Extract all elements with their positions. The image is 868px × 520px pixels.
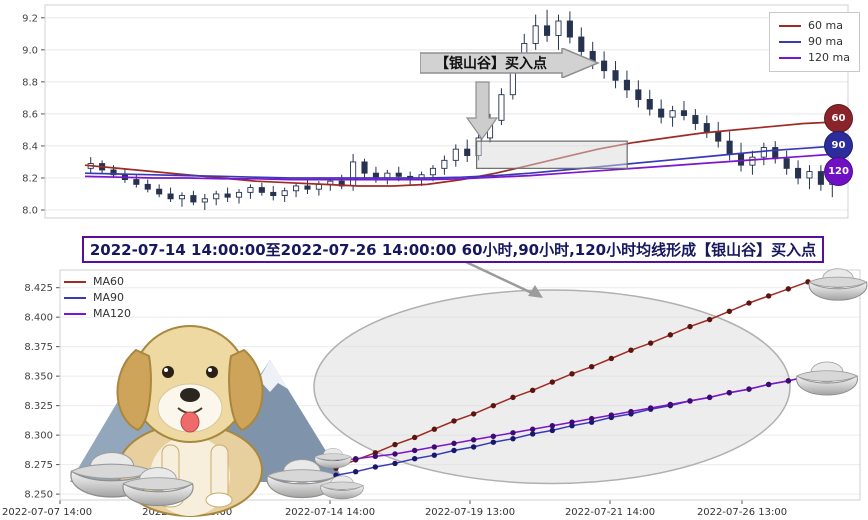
silver-ingot-icon — [320, 475, 364, 500]
right-arrow-ribbon-icon — [420, 48, 600, 78]
legend-label: MA60 — [93, 275, 125, 288]
svg-text:2022-07-07 14:00: 2022-07-07 14:00 — [2, 507, 92, 518]
ma90-badge: 90 — [824, 131, 853, 160]
bottom-chart-svg: 8.250 8.275 8.300 8.325 8.350 8.375 8.400 8.425… — [2, 260, 868, 518]
top-chart-legend: 60 ma 90 ma 120 ma — [769, 12, 860, 72]
top-chart-plot: 8.0 8.2 8.4 8.6 8.8 9.0 9.2 — [22, 4, 849, 219]
legend-label: 60 ma — [808, 19, 843, 32]
silver-ingot-icon — [314, 448, 352, 469]
decoration-layer — [70, 325, 345, 517]
legend-item-ma90: MA90 — [64, 290, 131, 306]
buy-point-annotation-text: 【银山谷】买入点 — [435, 56, 547, 72]
svg-text:8.6: 8.6 — [22, 109, 38, 120]
svg-text:8.300: 8.300 — [24, 431, 53, 442]
badge-label: 120 — [828, 166, 849, 177]
ma60-line-swatch — [779, 25, 802, 27]
top-chart-svg: 8.0 8.2 8.4 8.6 8.8 9.0 9.2 — [22, 4, 849, 219]
legend-item-ma60: 60 ma — [779, 18, 850, 34]
svg-text:8.250: 8.250 — [24, 490, 53, 501]
legend-label: 120 ma — [808, 51, 850, 64]
ma120-badge: 120 — [824, 157, 853, 186]
svg-text:8.325: 8.325 — [24, 401, 53, 412]
legend-item-ma90: 90 ma — [779, 34, 850, 50]
svg-text:9.0: 9.0 — [22, 45, 38, 56]
ma120-line-swatch — [64, 313, 86, 315]
legend-item-ma120: 120 ma — [779, 50, 850, 66]
ma60-badge: 60 — [824, 104, 853, 133]
silver-ingot-icon — [808, 268, 868, 301]
svg-text:8.350: 8.350 — [24, 372, 53, 383]
svg-text:2022-07-14 14:00: 2022-07-14 14:00 — [285, 507, 375, 518]
legend-label: MA120 — [93, 307, 132, 320]
svg-text:8.4: 8.4 — [22, 141, 38, 152]
ma120-line-swatch — [779, 57, 802, 59]
svg-text:8.0: 8.0 — [22, 205, 38, 216]
legend-item-ma60: MA60 — [64, 274, 131, 290]
svg-text:9.2: 9.2 — [22, 13, 38, 24]
svg-text:8.8: 8.8 — [22, 77, 38, 88]
badge-label: 60 — [831, 113, 846, 124]
svg-text:8.275: 8.275 — [24, 460, 53, 471]
summary-banner-text: 2022-07-14 14:00:00至2022-07-26 14:00:00 … — [89, 241, 817, 259]
legend-label: 90 ma — [808, 35, 843, 48]
summary-banner: 2022-07-14 14:00:00至2022-07-26 14:00:00 … — [82, 236, 824, 263]
svg-text:2022-07-26 13:00: 2022-07-26 13:00 — [697, 507, 787, 518]
svg-text:2022-07-19 13:00: 2022-07-19 13:00 — [425, 507, 515, 518]
svg-text:8.400: 8.400 — [24, 313, 53, 324]
svg-text:8.375: 8.375 — [24, 342, 53, 353]
silver-ingot-icon — [796, 361, 858, 396]
highlight-ellipse — [313, 289, 791, 485]
svg-text:2022-07-21 14:00: 2022-07-21 14:00 — [565, 507, 655, 518]
svg-text:8.2: 8.2 — [22, 173, 38, 184]
overlay-layer — [314, 260, 868, 500]
buy-point-annotation: 【银山谷】买入点 — [420, 48, 604, 78]
badge-label: 90 — [831, 140, 846, 151]
ma-series-layer — [333, 279, 811, 478]
bottom-chart-legend: MA60 MA90 MA120 — [64, 274, 131, 322]
svg-text:8.425: 8.425 — [24, 283, 53, 294]
legend-label: MA90 — [93, 291, 125, 304]
silver-ingot-icon — [122, 467, 194, 507]
ma60-line-swatch — [64, 281, 86, 283]
ma90-line-swatch — [64, 297, 86, 299]
silver-ingot-icon — [266, 459, 338, 499]
legend-item-ma120: MA120 — [64, 306, 131, 322]
ma90-line-swatch — [779, 41, 802, 43]
